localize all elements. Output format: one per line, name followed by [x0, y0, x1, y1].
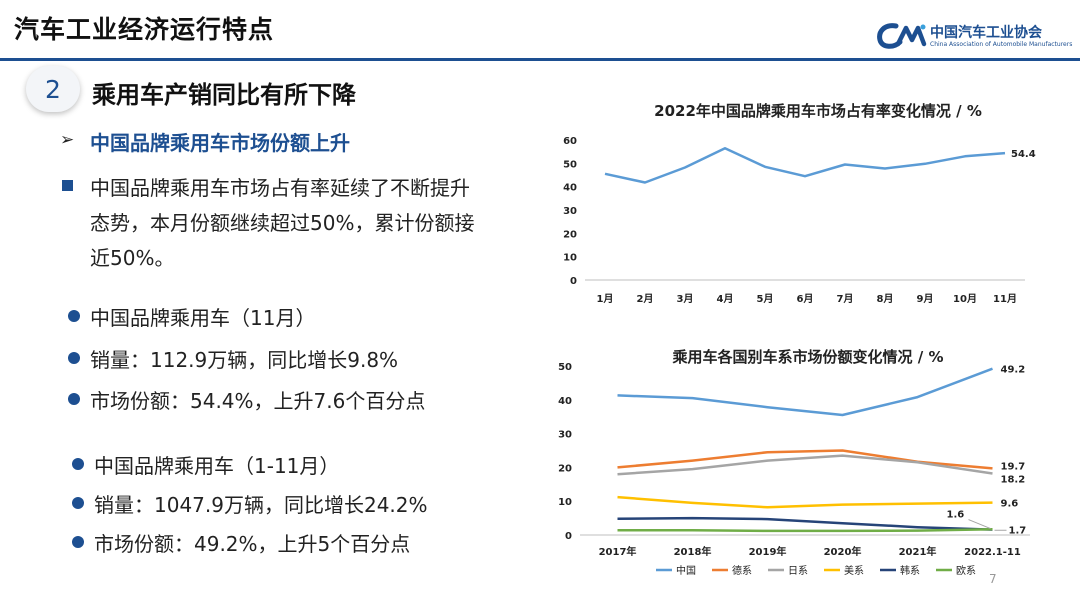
x-tick-label: 3月 [677, 293, 694, 305]
legend-label: 韩系 [900, 564, 920, 577]
page-title: 汽车工业经济运行特点 [14, 15, 275, 44]
dot-bullet-icon [72, 497, 84, 509]
logo-name-en: China Association of Automobile Manufact… [930, 41, 1073, 48]
data-label-end-4: 1.6 [947, 510, 965, 521]
month-line-2: 销量：112.9万辆，同比增长9.8% [90, 348, 399, 372]
leader-line [968, 519, 991, 530]
x-tick-label: 2018年 [674, 545, 712, 558]
x-tick-label: 2017年 [599, 545, 637, 558]
data-label-end-2: 18.2 [1001, 474, 1026, 485]
legend-label: 美系 [844, 564, 864, 577]
dot-bullet-icon [68, 393, 80, 405]
dot-bullet-icon [68, 352, 80, 364]
paragraph-line-3: 近50%。 [90, 246, 175, 270]
dot-bullet-icon [68, 310, 80, 322]
y-tick-label: 20 [558, 463, 572, 474]
data-label-end-3: 9.6 [1001, 499, 1019, 510]
y-tick-label: 0 [565, 531, 572, 542]
legend-label: 德系 [732, 564, 752, 577]
x-tick-label: 2021年 [899, 545, 937, 558]
dot-bullet-icon [72, 458, 84, 470]
data-label-last: 54.4 [1011, 149, 1036, 160]
chart-china-brand-share-2022: 2022年中国品牌乘用车市场占有率变化情况 / % 0 10 20 30 40 50 60 1月… [563, 102, 1036, 305]
section-number-badge: 2 [26, 66, 80, 112]
data-label-end-5: 1.7 [1009, 525, 1027, 536]
paragraph-line-1: 中国品牌乘用车市场占有率延续了不断提升 [90, 176, 470, 200]
legend-label: 欧系 [956, 565, 976, 577]
series-line-3 [617, 495, 993, 509]
ytd-line-2: 销量：1047.9万辆，同比增长24.2% [94, 493, 428, 517]
data-label-end-0: 49.2 [1001, 365, 1026, 376]
logo-name-cn: 中国汽车工业协会 [930, 25, 1042, 41]
series-line-5 [617, 528, 993, 533]
y-tick-label: 30 [558, 430, 572, 441]
y-tick-label: 20 [563, 229, 577, 240]
y-tick-label: 30 [563, 206, 577, 217]
x-tick-label: 10月 [953, 293, 977, 305]
header-divider [0, 58, 1080, 61]
legend-label: 中国 [676, 564, 696, 577]
page-number: 7 [989, 572, 997, 586]
x-tick-label: 9月 [917, 293, 934, 305]
series-line-0 [604, 146, 1006, 184]
x-tick-label: 2月 [637, 293, 654, 305]
arrow-bullet-icon: ➢ [60, 130, 75, 150]
x-tick-label: 1月 [597, 293, 614, 305]
bullet-heading: 中国品牌乘用车市场份额上升 [90, 131, 350, 155]
caam-logo-icon [877, 23, 927, 49]
data-label-end-1: 19.7 [1001, 461, 1026, 472]
x-tick-label: 8月 [877, 293, 894, 305]
series-line-4 [617, 516, 993, 531]
x-tick-label: 4月 [717, 293, 734, 305]
series-line-1 [617, 449, 993, 470]
section-title: 乘用车产销同比有所下降 [92, 81, 356, 109]
y-tick-label: 0 [570, 276, 577, 287]
chart-market-share-by-origin: 乘用车各国别车系市场份额变化情况 / % 0 10 20 30 40 50 2017年 2018… [558, 348, 1030, 577]
series-line-2 [617, 454, 993, 476]
y-tick-label: 60 [563, 136, 577, 147]
series-line-0 [617, 367, 993, 417]
y-tick-label: 10 [558, 497, 572, 508]
x-tick-label: 2020年 [824, 545, 862, 558]
x-tick-label: 7月 [837, 293, 854, 305]
chart-title: 乘用车各国别车系市场份额变化情况 / % [672, 348, 944, 366]
x-tick-label: 2022.1-11 [964, 547, 1021, 558]
y-tick-label: 40 [563, 183, 577, 194]
ytd-line-1: 中国品牌乘用车（1-11月） [94, 454, 340, 478]
y-tick-label: 10 [563, 253, 577, 264]
x-tick-label: 5月 [757, 293, 774, 305]
x-tick-label: 11月 [993, 293, 1017, 305]
month-line-3: 市场份额：54.4%，上升7.6个百分点 [90, 389, 426, 413]
legend-label: 日系 [788, 565, 808, 577]
y-tick-label: 40 [558, 396, 572, 407]
square-bullet-icon [62, 180, 73, 191]
caam-logo: 中国汽车工业协会 China Association of Automobile… [876, 18, 1072, 52]
y-tick-label: 50 [558, 362, 572, 373]
y-tick-label: 50 [563, 159, 577, 170]
ytd-line-3: 市场份额：49.2%，上升5个百分点 [94, 532, 411, 556]
dot-bullet-icon [72, 536, 84, 548]
section-number: 2 [45, 75, 61, 104]
paragraph-line-2: 态势，本月份额继续超过50%，累计份额接 [90, 211, 475, 235]
chart-title: 2022年中国品牌乘用车市场占有率变化情况 / % [654, 102, 982, 120]
month-line-1: 中国品牌乘用车（11月） [90, 306, 316, 330]
x-tick-label: 2019年 [749, 545, 787, 558]
x-tick-label: 6月 [797, 293, 814, 305]
